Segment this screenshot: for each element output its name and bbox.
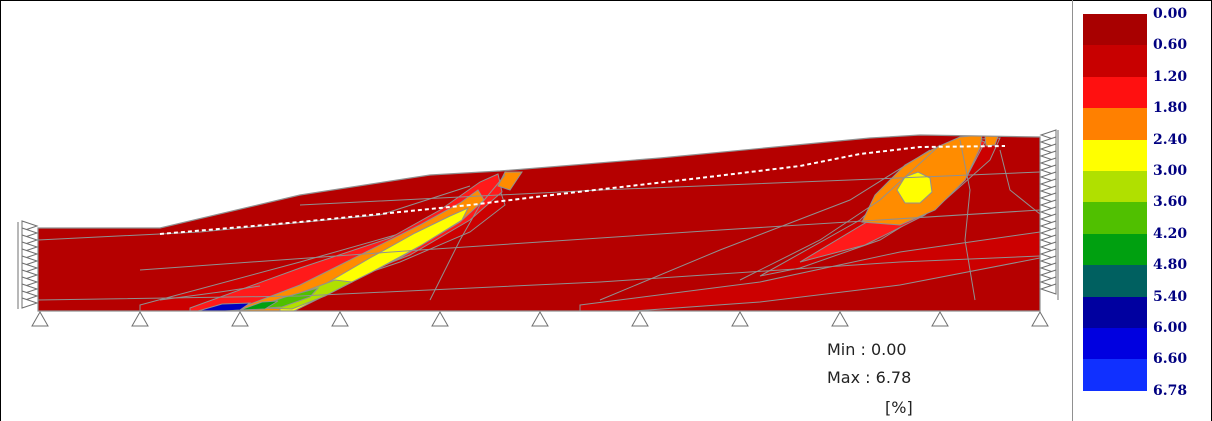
right-roller-icon	[1039, 220, 1057, 232]
right-roller-icon	[1039, 262, 1057, 274]
legend-label: 4.20	[1153, 225, 1188, 242]
pin-support-icon	[931, 310, 949, 327]
left-roller-icon	[21, 262, 39, 274]
pin-support-icon	[1031, 310, 1049, 327]
left-roller-icon	[21, 248, 39, 260]
right-roller-icon	[1039, 136, 1057, 148]
left-roller-icon	[21, 227, 39, 239]
pin-support-icon	[731, 310, 749, 327]
right-roller-icon	[1039, 255, 1057, 267]
pin-support-icon	[631, 310, 649, 327]
right-roller-icon	[1039, 199, 1057, 211]
legend-swatch	[1083, 328, 1147, 360]
right-roller-icon	[1039, 213, 1057, 225]
strain-zone-left	[189, 173, 503, 311]
left-border	[0, 0, 1, 421]
legend-label: 1.80	[1153, 100, 1188, 117]
phreatic-line	[159, 145, 1006, 235]
legend-label: 3.00	[1153, 163, 1188, 179]
pin-support-icon	[231, 310, 249, 327]
right-roller-icon	[1039, 206, 1057, 218]
pin-support-icon	[431, 310, 449, 327]
right-roller-icon	[1039, 269, 1057, 281]
strain-yellow-right	[896, 171, 933, 204]
right-roller-icon	[1039, 157, 1057, 169]
unit-text: [%]	[885, 398, 913, 417]
contour-lines	[38, 139, 1040, 301]
max-value-text: Max : 6.78	[827, 368, 912, 387]
strain-darkgreen-zone	[239, 300, 279, 311]
legend-label: 0.60	[1153, 37, 1188, 54]
legend-swatch	[1083, 14, 1147, 46]
right-roller-icon	[1039, 192, 1057, 204]
right-roller-icon	[1039, 248, 1057, 260]
legend-swatch	[1083, 359, 1147, 392]
legend-label: 6.78	[1153, 382, 1188, 399]
left-roller-icon	[21, 276, 39, 288]
legend-swatch	[1083, 202, 1147, 235]
pin-support-icon	[131, 310, 149, 327]
pin-support-icon	[831, 310, 849, 327]
left-roller-icon	[21, 234, 39, 246]
left-roller-icon	[21, 297, 39, 309]
legend-swatch	[1083, 265, 1147, 298]
pin-support-icon	[31, 310, 49, 327]
right-roller-icon	[1039, 150, 1057, 162]
right-roller-icon	[1039, 234, 1057, 246]
legend-label: 1.20	[1153, 68, 1188, 85]
legend-swatch	[1083, 233, 1147, 266]
pin-support-icon	[331, 310, 349, 327]
right-roller-icon	[1039, 276, 1057, 288]
left-roller-icon	[21, 290, 39, 302]
legend-swatch	[1083, 139, 1147, 172]
legend-label: 0.00	[1153, 6, 1188, 22]
right-roller-icon	[1039, 164, 1057, 176]
min-value-text: Min : 0.00	[827, 340, 907, 359]
boundary-supports	[17, 129, 1059, 327]
right-roller-icon	[1039, 143, 1057, 155]
right-roller-icon	[1039, 283, 1057, 295]
left-roller-icon	[21, 220, 39, 232]
left-roller-icon	[21, 269, 39, 281]
right-roller-icon	[1039, 178, 1057, 190]
ground-surface-line	[37, 134, 1041, 312]
legend-label: 6.60	[1153, 351, 1188, 368]
left-roller-icon	[21, 283, 39, 295]
right-roller-icon	[1039, 227, 1057, 239]
legend-swatch	[1083, 108, 1147, 141]
right-roller-icon	[1039, 129, 1057, 141]
legend-label: 2.40	[1153, 131, 1188, 148]
right-roller-icon	[1039, 241, 1057, 253]
pin-support-icon	[531, 310, 549, 327]
legend-label: 4.80	[1153, 257, 1188, 274]
left-roller-icon	[21, 241, 39, 253]
slope-body	[37, 134, 1041, 312]
legend-swatch	[1083, 296, 1147, 329]
legend-swatch	[1083, 76, 1147, 109]
top-border	[0, 0, 1212, 1]
legend-label: 5.40	[1153, 288, 1188, 305]
legend-label: 6.00	[1153, 320, 1188, 336]
legend-label: 3.60	[1153, 194, 1188, 211]
legend-swatch	[1083, 45, 1147, 78]
right-roller-icon	[1039, 185, 1057, 197]
right-roller-icon	[1039, 171, 1057, 183]
legend-swatch	[1083, 171, 1147, 203]
left-roller-icon	[21, 255, 39, 267]
strain-blue-zone	[197, 302, 252, 311]
legend-divider	[1072, 0, 1073, 421]
